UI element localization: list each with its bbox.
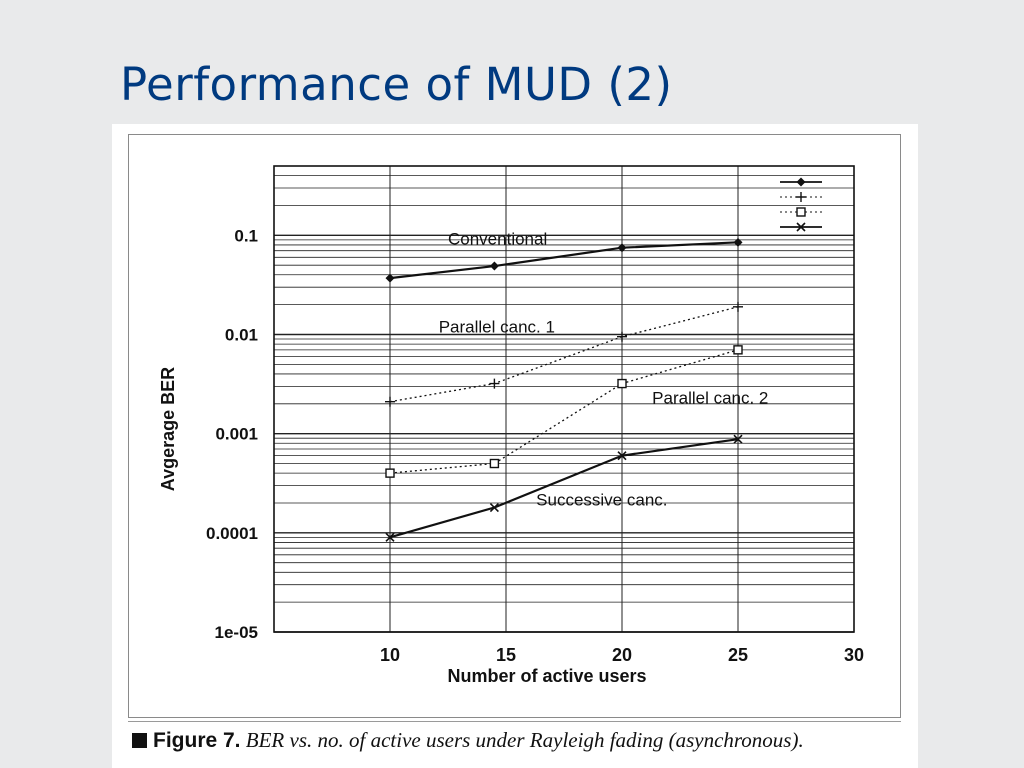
x-tick-label: 25 bbox=[728, 645, 748, 665]
data-point-marker bbox=[385, 532, 395, 542]
figure-frame bbox=[128, 134, 901, 718]
legend-marker bbox=[796, 222, 806, 232]
x-tick-labels: 10 15 20 25 30 bbox=[380, 645, 864, 665]
series-line bbox=[389, 306, 739, 403]
figure-caption: Figure 7. BER vs. no. of active users un… bbox=[132, 728, 804, 753]
series-annotation: Parallel canc. 2 bbox=[652, 389, 768, 408]
data-point-marker bbox=[385, 273, 395, 283]
data-point-marker bbox=[489, 458, 500, 469]
legend-marker bbox=[796, 177, 806, 187]
caption-text: BER vs. no. of active users under Raylei… bbox=[245, 728, 804, 752]
caption-rule bbox=[128, 721, 901, 722]
figure-panel: 10 15 20 25 30 0.1 0.01 0.001 0.0001 1e-05 Numbe… bbox=[112, 124, 918, 768]
series-annotations: Conventional Parallel canc. 1 Parallel can… bbox=[439, 229, 769, 509]
data-point-marker bbox=[733, 237, 743, 247]
legend-marker bbox=[796, 207, 806, 217]
data-point-marker bbox=[617, 451, 627, 461]
data-point-marker bbox=[489, 261, 499, 271]
y-tick-label: 0.1 bbox=[234, 226, 258, 245]
data-point-marker bbox=[733, 345, 743, 355]
x-axis-label: Number of active users bbox=[447, 666, 646, 686]
data-point-marker bbox=[733, 434, 743, 444]
series-annotation: Conventional bbox=[448, 229, 547, 248]
data-point-marker bbox=[489, 502, 499, 513]
caption-label: Figure 7. bbox=[153, 729, 241, 752]
x-tick-label: 15 bbox=[496, 645, 516, 665]
series-lines bbox=[389, 241, 739, 539]
y-tick-labels: 0.1 0.01 0.001 0.0001 1e-05 bbox=[206, 226, 258, 642]
legend-marker bbox=[796, 192, 806, 202]
data-point-marker bbox=[489, 378, 500, 389]
x-tick-label: 10 bbox=[380, 645, 400, 665]
y-tick-label: 0.01 bbox=[225, 325, 258, 344]
series-annotation: Parallel canc. 1 bbox=[439, 317, 555, 336]
series-line bbox=[389, 438, 739, 539]
data-point-marker bbox=[385, 396, 395, 407]
ber-chart: 10 15 20 25 30 0.1 0.01 0.001 0.0001 1e-05 Numbe… bbox=[158, 165, 864, 686]
y-axis-label: Avgerage BER bbox=[158, 367, 178, 491]
series-annotation: Successive canc. bbox=[536, 491, 667, 510]
data-point-marker bbox=[617, 243, 627, 253]
series-line bbox=[389, 241, 739, 280]
y-tick-label: 1e-05 bbox=[215, 623, 258, 642]
y-tick-label: 0.0001 bbox=[206, 524, 258, 543]
slide-title: Performance of MUD (2) bbox=[120, 58, 673, 111]
y-tick-label: 0.001 bbox=[215, 425, 258, 444]
legend bbox=[780, 177, 822, 232]
data-point-marker bbox=[617, 378, 627, 389]
data-point-marker bbox=[733, 301, 743, 312]
x-tick-label: 30 bbox=[844, 645, 864, 665]
series-markers bbox=[385, 237, 743, 542]
x-tick-label: 20 bbox=[612, 645, 632, 665]
series-line bbox=[389, 349, 739, 474]
data-point-marker bbox=[617, 331, 627, 342]
data-point-marker bbox=[385, 468, 395, 478]
caption-square-icon bbox=[132, 733, 147, 748]
plot-area-border bbox=[273, 165, 855, 633]
